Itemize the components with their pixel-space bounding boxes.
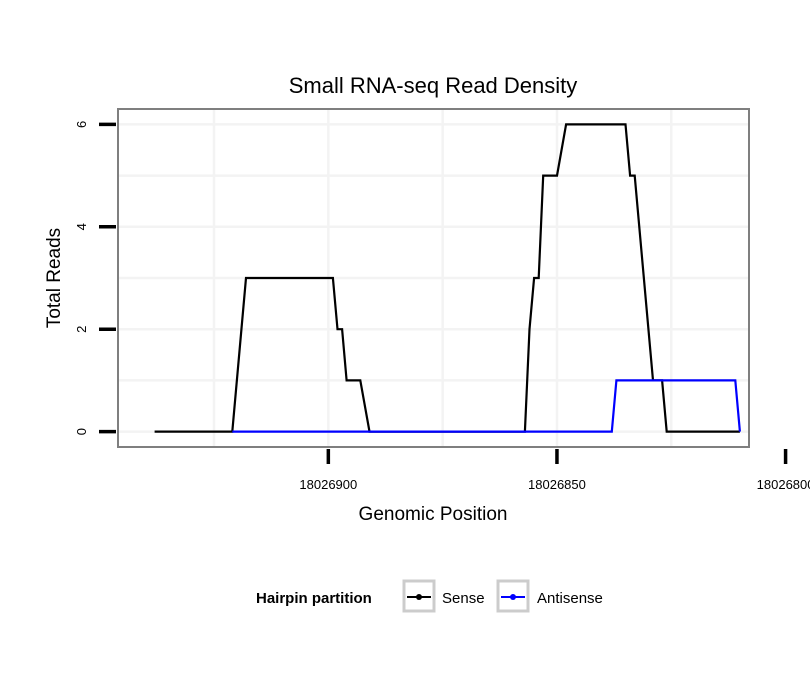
x-tick-label: 18026850 <box>528 477 586 492</box>
y-tick-label: 6 <box>74 121 89 128</box>
legend-label-antisense: Antisense <box>537 590 603 607</box>
series-layer <box>154 123 741 433</box>
legend-label-sense: Sense <box>442 590 485 607</box>
y-tick-label: 0 <box>74 428 89 435</box>
x-tick-label: 18026800 <box>757 477 810 492</box>
axes: 18026900 18026850 18026800 0 2 4 6 <box>74 121 810 492</box>
x-tick-label: 18026900 <box>299 477 357 492</box>
legend-item-sense: Sense <box>402 579 485 613</box>
chart-title: Small RNA-seq Read Density <box>289 73 578 98</box>
plot-border <box>117 108 750 448</box>
y-tick-label: 2 <box>74 326 89 333</box>
x-axis-title: Genomic Position <box>359 504 508 525</box>
y-axis-title: Total Reads <box>44 228 65 328</box>
legend-item-antisense: Antisense <box>496 579 603 613</box>
legend: Hairpin partition Sense Antisense <box>256 579 603 613</box>
grid <box>118 109 749 447</box>
legend-key-antisense-point <box>510 594 516 600</box>
legend-title: Hairpin partition <box>256 590 372 607</box>
legend-key-sense-point <box>416 594 422 600</box>
y-tick-label: 4 <box>74 223 89 230</box>
series-line-sense <box>154 123 740 433</box>
series-line-antisense <box>232 379 741 433</box>
